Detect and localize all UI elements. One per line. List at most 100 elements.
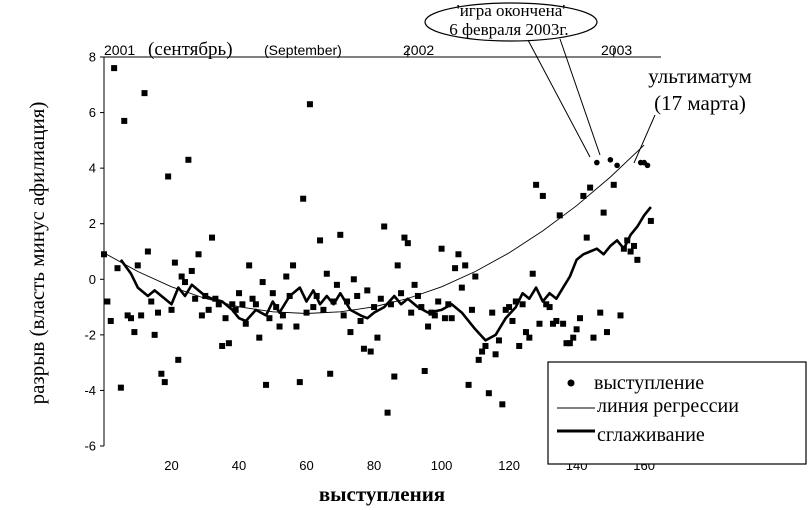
data-point bbox=[168, 306, 175, 313]
data-point bbox=[384, 409, 391, 416]
data-point bbox=[330, 298, 337, 305]
data-point bbox=[512, 298, 519, 305]
data-point bbox=[377, 295, 384, 302]
arrow-game-over-1 bbox=[527, 39, 591, 158]
data-point bbox=[398, 290, 405, 297]
data-point bbox=[489, 309, 496, 316]
data-point bbox=[354, 292, 361, 299]
legend-box bbox=[547, 361, 807, 465]
data-point bbox=[347, 329, 354, 336]
data-point bbox=[516, 342, 523, 349]
top-axis-month-ru: (сентябрь) bbox=[148, 39, 233, 60]
data-point bbox=[566, 340, 573, 347]
data-point bbox=[431, 312, 438, 319]
data-point bbox=[519, 301, 526, 308]
data-point bbox=[475, 356, 482, 363]
data-point bbox=[594, 159, 600, 166]
data-point bbox=[229, 301, 236, 308]
data-point bbox=[209, 234, 216, 241]
data-point bbox=[306, 101, 313, 108]
top-axis-year-2001: 2001 bbox=[104, 42, 135, 58]
x-axis-label: выступления bbox=[319, 482, 445, 506]
data-point bbox=[279, 312, 286, 319]
data-point bbox=[273, 304, 280, 311]
data-point bbox=[249, 295, 256, 302]
data-point bbox=[188, 267, 195, 274]
data-point bbox=[391, 373, 398, 380]
data-point bbox=[607, 157, 614, 163]
data-point bbox=[465, 381, 472, 388]
data-point bbox=[300, 195, 307, 202]
data-point bbox=[202, 292, 209, 299]
data-point bbox=[546, 304, 553, 311]
x-tick-label: 40 bbox=[232, 458, 246, 473]
legend-label-regression: линия регрессии bbox=[597, 395, 739, 417]
data-point bbox=[101, 251, 107, 258]
data-point bbox=[269, 290, 276, 297]
data-point bbox=[252, 301, 259, 308]
data-point bbox=[195, 251, 202, 258]
data-point bbox=[212, 295, 219, 302]
annotation-ultimatum-line2: (17 марта) bbox=[654, 91, 746, 115]
data-point bbox=[526, 334, 533, 341]
data-point bbox=[506, 304, 513, 311]
data-point bbox=[600, 209, 607, 216]
data-point bbox=[344, 298, 351, 305]
data-point bbox=[337, 231, 344, 238]
data-point bbox=[111, 65, 118, 72]
y-tick-label: 4 bbox=[89, 161, 96, 176]
y-tick-label: 0 bbox=[89, 272, 96, 287]
data-point bbox=[192, 295, 199, 302]
data-point bbox=[428, 309, 435, 316]
data-point bbox=[134, 262, 141, 269]
data-point bbox=[246, 262, 253, 269]
data-point bbox=[320, 306, 327, 313]
data-point bbox=[647, 217, 654, 224]
data-point bbox=[485, 390, 492, 397]
data-point bbox=[570, 334, 577, 341]
data-point bbox=[630, 242, 637, 249]
data-point bbox=[313, 292, 320, 299]
data-point bbox=[364, 287, 371, 294]
annotation-game-over-line2: 6 февраля 2003г. bbox=[449, 20, 568, 39]
x-tick-label: 20 bbox=[164, 458, 178, 473]
data-point bbox=[161, 379, 168, 386]
data-point bbox=[529, 270, 536, 277]
data-point bbox=[124, 312, 131, 319]
y-tick-label: 8 bbox=[89, 50, 96, 65]
data-point bbox=[296, 379, 303, 386]
data-point bbox=[394, 262, 401, 269]
data-point bbox=[411, 281, 418, 288]
data-point bbox=[610, 181, 617, 188]
data-point bbox=[492, 351, 499, 358]
y-tick-label: 2 bbox=[89, 216, 96, 231]
data-point bbox=[158, 370, 165, 377]
data-point bbox=[421, 367, 428, 374]
data-point bbox=[333, 281, 340, 288]
data-point bbox=[455, 251, 462, 258]
data-point bbox=[509, 317, 516, 324]
data-point bbox=[360, 345, 367, 352]
data-point bbox=[495, 337, 502, 344]
data-point bbox=[155, 309, 162, 316]
data-point bbox=[435, 298, 442, 305]
data-point bbox=[205, 306, 212, 313]
arrow-ultimatum bbox=[633, 114, 656, 164]
data-point bbox=[408, 309, 415, 316]
data-point bbox=[404, 240, 411, 247]
data-point bbox=[371, 304, 378, 311]
data-point bbox=[425, 323, 432, 330]
data-point bbox=[263, 381, 270, 388]
data-point bbox=[357, 317, 364, 324]
data-point bbox=[219, 342, 226, 349]
data-point bbox=[340, 312, 347, 319]
data-point bbox=[590, 334, 597, 341]
y-tick-label: -4 bbox=[84, 383, 96, 398]
data-point bbox=[293, 323, 300, 330]
data-point bbox=[458, 284, 465, 291]
data-point bbox=[573, 326, 580, 333]
annotation-game-over-bubble bbox=[424, 2, 598, 42]
data-point bbox=[185, 156, 192, 163]
data-point bbox=[387, 301, 394, 308]
